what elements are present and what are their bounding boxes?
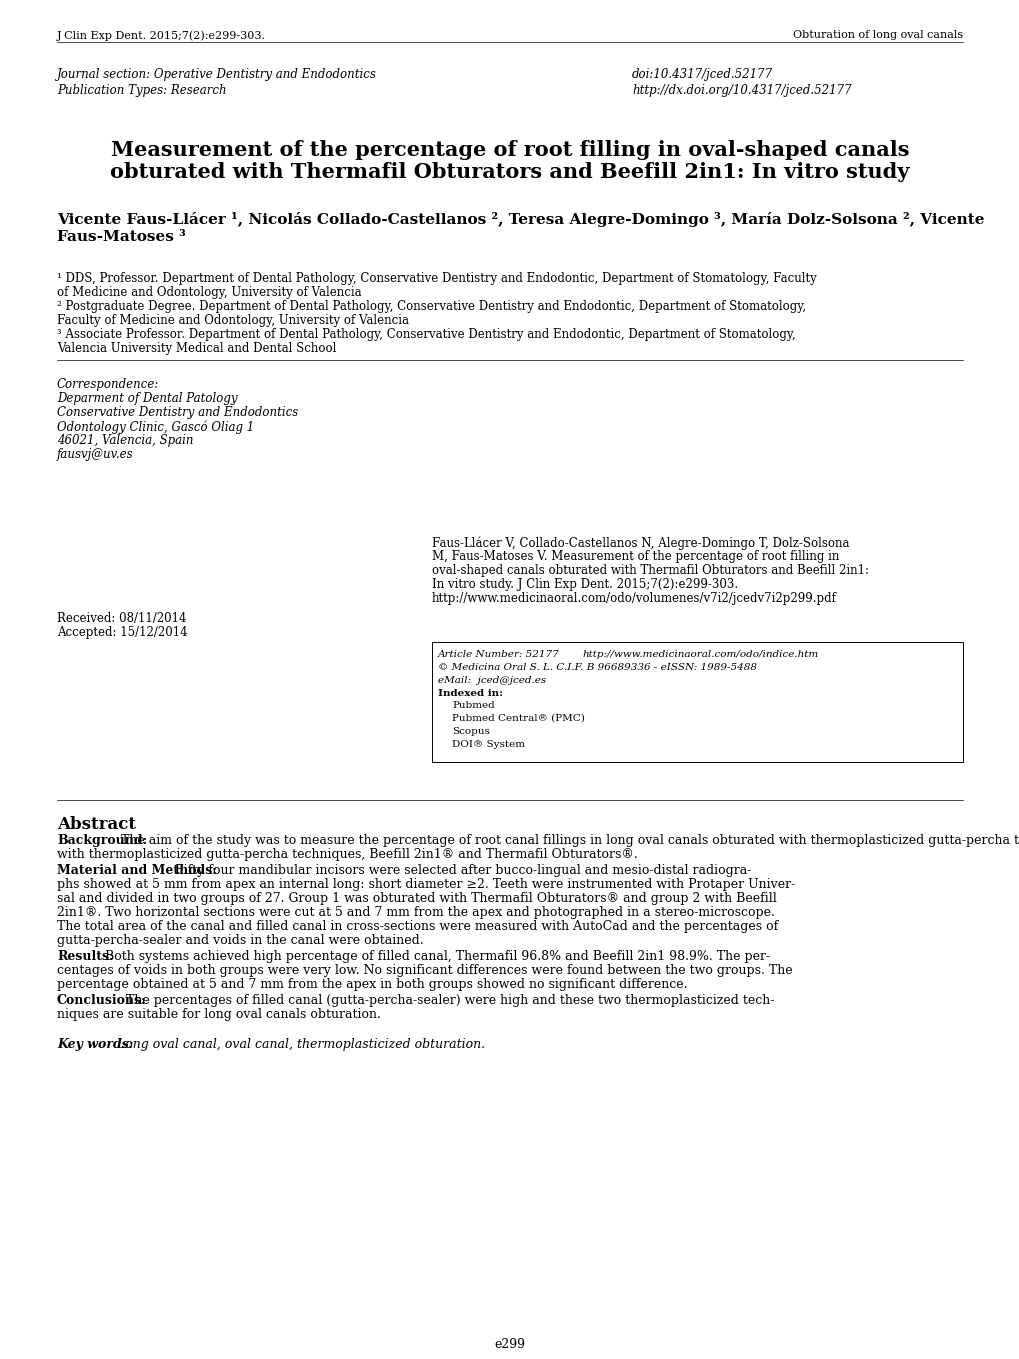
Text: oval-shaped canals obturated with Thermafil Obturators and Beefill 2in1:: oval-shaped canals obturated with Therma… — [432, 564, 868, 578]
Text: Pubmed: Pubmed — [451, 701, 494, 709]
Text: ² Postgraduate Degree. Department of Dental Pathology, Conservative Dentistry an: ² Postgraduate Degree. Department of Den… — [57, 300, 805, 313]
Text: Conclusions:: Conclusions: — [57, 993, 147, 1007]
Text: gutta-percha-sealer and voids in the canal were obtained.: gutta-percha-sealer and voids in the can… — [57, 934, 423, 947]
Text: Deparment of Dental Patology: Deparment of Dental Patology — [57, 391, 237, 405]
Text: centages of voids in both groups were very low. No significant differences were : centages of voids in both groups were ve… — [57, 964, 792, 977]
Text: Key words:: Key words: — [57, 1038, 133, 1051]
Text: Faus-Matoses ³: Faus-Matoses ³ — [57, 230, 185, 245]
Text: The aim of the study was to measure the percentage of root canal fillings in lon: The aim of the study was to measure the … — [117, 834, 1019, 847]
Text: e299: e299 — [494, 1339, 525, 1351]
Text: In vitro study. J Clin Exp Dent. 2015;7(2):e299-303.: In vitro study. J Clin Exp Dent. 2015;7(… — [432, 578, 738, 591]
Text: Material and Methods:: Material and Methods: — [57, 864, 217, 877]
Text: Indexed in:: Indexed in: — [437, 689, 502, 699]
Text: J Clin Exp Dent. 2015;7(2):e299-303.: J Clin Exp Dent. 2015;7(2):e299-303. — [57, 30, 266, 41]
Text: ³ Associate Professor. Department of Dental Pathology, Conservative Dentistry an: ³ Associate Professor. Department of Den… — [57, 328, 795, 341]
Text: Publication Types: Research: Publication Types: Research — [57, 84, 226, 96]
Text: Background:: Background: — [57, 834, 147, 847]
Text: eMail:  jced@jced.es: eMail: jced@jced.es — [437, 675, 546, 685]
Text: DOI® System: DOI® System — [451, 741, 525, 749]
Text: phs showed at 5 mm from apex an internal long: short diameter ≥2. Teeth were ins: phs showed at 5 mm from apex an internal… — [57, 878, 795, 892]
Text: The percentages of filled canal (gutta-percha-sealer) were high and these two th: The percentages of filled canal (gutta-p… — [122, 993, 774, 1007]
Text: Abstract: Abstract — [57, 815, 136, 833]
Text: Received: 08/11/2014: Received: 08/11/2014 — [57, 612, 186, 625]
Text: obturated with Thermafil Obturators and Beefill 2in1: In vitro study: obturated with Thermafil Obturators and … — [110, 162, 909, 182]
Text: 46021, Valencia, Spain: 46021, Valencia, Spain — [57, 434, 194, 447]
Text: Pubmed Central® (PMC): Pubmed Central® (PMC) — [451, 713, 584, 723]
Text: Vicente Faus-Llácer ¹, Nicolás Collado-Castellanos ², Teresa Alegre-Domingo ³, M: Vicente Faus-Llácer ¹, Nicolás Collado-C… — [57, 212, 983, 227]
Text: percentage obtained at 5 and 7 mm from the apex in both groups showed no signifi: percentage obtained at 5 and 7 mm from t… — [57, 978, 687, 991]
Text: M, Faus-Matoses V. Measurement of the percentage of root filling in: M, Faus-Matoses V. Measurement of the pe… — [432, 550, 839, 563]
Text: Both systems achieved high percentage of filled canal, Thermafil 96.8% and Beefi: Both systems achieved high percentage of… — [101, 950, 769, 964]
Text: sal and divided in two groups of 27. Group 1 was obturated with Thermafil Obtura: sal and divided in two groups of 27. Gro… — [57, 892, 776, 905]
Text: The total area of the canal and filled canal in cross-sections were measured wit: The total area of the canal and filled c… — [57, 920, 777, 934]
Text: Odontology Clinic, Gascó Oliag 1: Odontology Clinic, Gascó Oliag 1 — [57, 420, 254, 434]
Text: Faculty of Medicine and Odontology, University of Valencia: Faculty of Medicine and Odontology, Univ… — [57, 314, 409, 328]
Bar — [432, 641, 962, 762]
Text: ¹ DDS, Professor. Department of Dental Pathology, Conservative Dentistry and End: ¹ DDS, Professor. Department of Dental P… — [57, 272, 816, 285]
Text: Correspondence:: Correspondence: — [57, 378, 159, 391]
Text: Article Number: 52177: Article Number: 52177 — [437, 650, 559, 659]
Text: doi:10.4317/jced.52177: doi:10.4317/jced.52177 — [632, 68, 772, 82]
Text: Fifty four mandibular incisors were selected after bucco-lingual and mesio-dista: Fifty four mandibular incisors were sele… — [171, 864, 751, 877]
Text: http://www.medicinaoral.com/odo/indice.htm: http://www.medicinaoral.com/odo/indice.h… — [583, 650, 818, 659]
Text: of Medicine and Odontology, University of Valencia: of Medicine and Odontology, University o… — [57, 285, 362, 299]
Text: Accepted: 15/12/2014: Accepted: 15/12/2014 — [57, 626, 187, 639]
Text: Scopus: Scopus — [451, 727, 489, 737]
Text: 2in1®. Two horizontal sections were cut at 5 and 7 mm from the apex and photogra: 2in1®. Two horizontal sections were cut … — [57, 906, 774, 919]
Text: Faus-Llácer V, Collado-Castellanos N, Alegre-Domingo T, Dolz-Solsona: Faus-Llácer V, Collado-Castellanos N, Al… — [432, 535, 849, 549]
Text: Valencia University Medical and Dental School: Valencia University Medical and Dental S… — [57, 342, 336, 355]
Text: Measurement of the percentage of root filling in oval-shaped canals: Measurement of the percentage of root fi… — [111, 140, 908, 160]
Text: Conservative Dentistry and Endodontics: Conservative Dentistry and Endodontics — [57, 406, 298, 419]
Text: Results:: Results: — [57, 950, 113, 964]
Text: fausvj@uv.es: fausvj@uv.es — [57, 448, 133, 461]
Text: http://www.medicinaoral.com/odo/volumenes/v7i2/jcedv7i2p299.pdf: http://www.medicinaoral.com/odo/volumene… — [432, 593, 836, 605]
Text: http://dx.doi.org/10.4317/jced.52177: http://dx.doi.org/10.4317/jced.52177 — [632, 84, 851, 96]
Text: niques are suitable for long oval canals obturation.: niques are suitable for long oval canals… — [57, 1008, 380, 1021]
Text: Journal section: Operative Dentistry and Endodontics: Journal section: Operative Dentistry and… — [57, 68, 376, 82]
Text: Obturation of long oval canals: Obturation of long oval canals — [792, 30, 962, 39]
Text: © Medicina Oral S. L. C.I.F. B 96689336 - eISSN: 1989-5488: © Medicina Oral S. L. C.I.F. B 96689336 … — [437, 663, 756, 671]
Text: with thermoplasticized gutta-percha techniques, Beefill 2in1® and Thermafil Obtu: with thermoplasticized gutta-percha tech… — [57, 848, 637, 862]
Text: Long oval canal, oval canal, thermoplasticized obturation.: Long oval canal, oval canal, thermoplast… — [113, 1038, 485, 1051]
